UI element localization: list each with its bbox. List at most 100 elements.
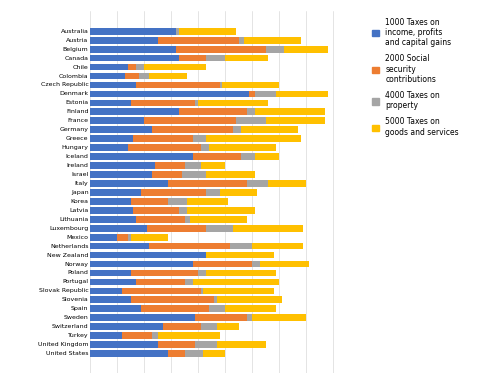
- Bar: [252, 243, 304, 250]
- Bar: [179, 207, 187, 214]
- Bar: [155, 162, 184, 169]
- Bar: [130, 99, 196, 106]
- Bar: [90, 144, 128, 151]
- Bar: [184, 279, 192, 285]
- Bar: [200, 288, 203, 294]
- Bar: [152, 171, 182, 178]
- Bar: [182, 171, 206, 178]
- Bar: [90, 82, 136, 88]
- Bar: [179, 109, 246, 115]
- Bar: [90, 180, 168, 187]
- Bar: [250, 91, 254, 97]
- Bar: [225, 55, 268, 61]
- Legend: 1000 Taxes on
income, profits
and capital gains, 2000 Social
security
contributi: 1000 Taxes on income, profits and capita…: [369, 15, 461, 139]
- Bar: [150, 73, 187, 79]
- Bar: [200, 144, 209, 151]
- Bar: [136, 82, 220, 88]
- Bar: [244, 37, 300, 43]
- Bar: [90, 153, 192, 160]
- Bar: [236, 117, 266, 124]
- Bar: [187, 207, 254, 214]
- Bar: [142, 189, 206, 196]
- Bar: [146, 225, 206, 232]
- Bar: [158, 37, 238, 43]
- Bar: [90, 216, 136, 223]
- Bar: [90, 135, 133, 142]
- Bar: [142, 306, 209, 312]
- Bar: [222, 82, 279, 88]
- Bar: [190, 216, 246, 223]
- Bar: [158, 341, 196, 348]
- Bar: [246, 180, 268, 187]
- Bar: [196, 314, 246, 321]
- Bar: [206, 225, 233, 232]
- Bar: [90, 234, 117, 240]
- Bar: [252, 261, 260, 267]
- Bar: [128, 234, 130, 240]
- Bar: [206, 55, 225, 61]
- Bar: [90, 243, 150, 250]
- Bar: [150, 243, 230, 250]
- Bar: [168, 350, 184, 357]
- Bar: [90, 126, 152, 133]
- Bar: [168, 198, 187, 205]
- Bar: [90, 28, 176, 35]
- Bar: [252, 314, 306, 321]
- Bar: [179, 28, 236, 35]
- Bar: [90, 270, 130, 276]
- Bar: [254, 109, 325, 115]
- Bar: [220, 82, 222, 88]
- Bar: [200, 323, 217, 330]
- Bar: [192, 261, 252, 267]
- Bar: [133, 207, 179, 214]
- Bar: [90, 296, 130, 303]
- Bar: [176, 28, 179, 35]
- Bar: [163, 323, 200, 330]
- Bar: [130, 270, 198, 276]
- Bar: [266, 117, 325, 124]
- Bar: [90, 332, 122, 339]
- Bar: [225, 306, 276, 312]
- Bar: [152, 332, 158, 339]
- Bar: [268, 180, 306, 187]
- Bar: [238, 37, 244, 43]
- Bar: [90, 225, 146, 232]
- Bar: [184, 216, 190, 223]
- Bar: [90, 55, 179, 61]
- Bar: [260, 261, 308, 267]
- Bar: [206, 252, 274, 258]
- Bar: [246, 109, 254, 115]
- Bar: [90, 73, 125, 79]
- Bar: [276, 91, 328, 97]
- Bar: [90, 109, 179, 115]
- Bar: [90, 37, 158, 43]
- Bar: [266, 46, 284, 53]
- Bar: [90, 341, 158, 348]
- Bar: [179, 55, 206, 61]
- Bar: [90, 306, 142, 312]
- Bar: [241, 126, 298, 133]
- Bar: [217, 341, 266, 348]
- Bar: [90, 162, 155, 169]
- Bar: [130, 296, 214, 303]
- Bar: [233, 225, 304, 232]
- Bar: [206, 171, 254, 178]
- Bar: [204, 288, 274, 294]
- Bar: [128, 144, 200, 151]
- Bar: [206, 270, 276, 276]
- Bar: [204, 350, 225, 357]
- Bar: [241, 153, 254, 160]
- Bar: [136, 216, 184, 223]
- Bar: [122, 288, 200, 294]
- Bar: [254, 153, 279, 160]
- Bar: [217, 323, 238, 330]
- Bar: [122, 332, 152, 339]
- Bar: [130, 234, 168, 240]
- Bar: [136, 64, 144, 70]
- Bar: [196, 341, 217, 348]
- Bar: [90, 252, 206, 258]
- Bar: [192, 153, 241, 160]
- Bar: [144, 64, 206, 70]
- Bar: [214, 296, 217, 303]
- Bar: [198, 270, 206, 276]
